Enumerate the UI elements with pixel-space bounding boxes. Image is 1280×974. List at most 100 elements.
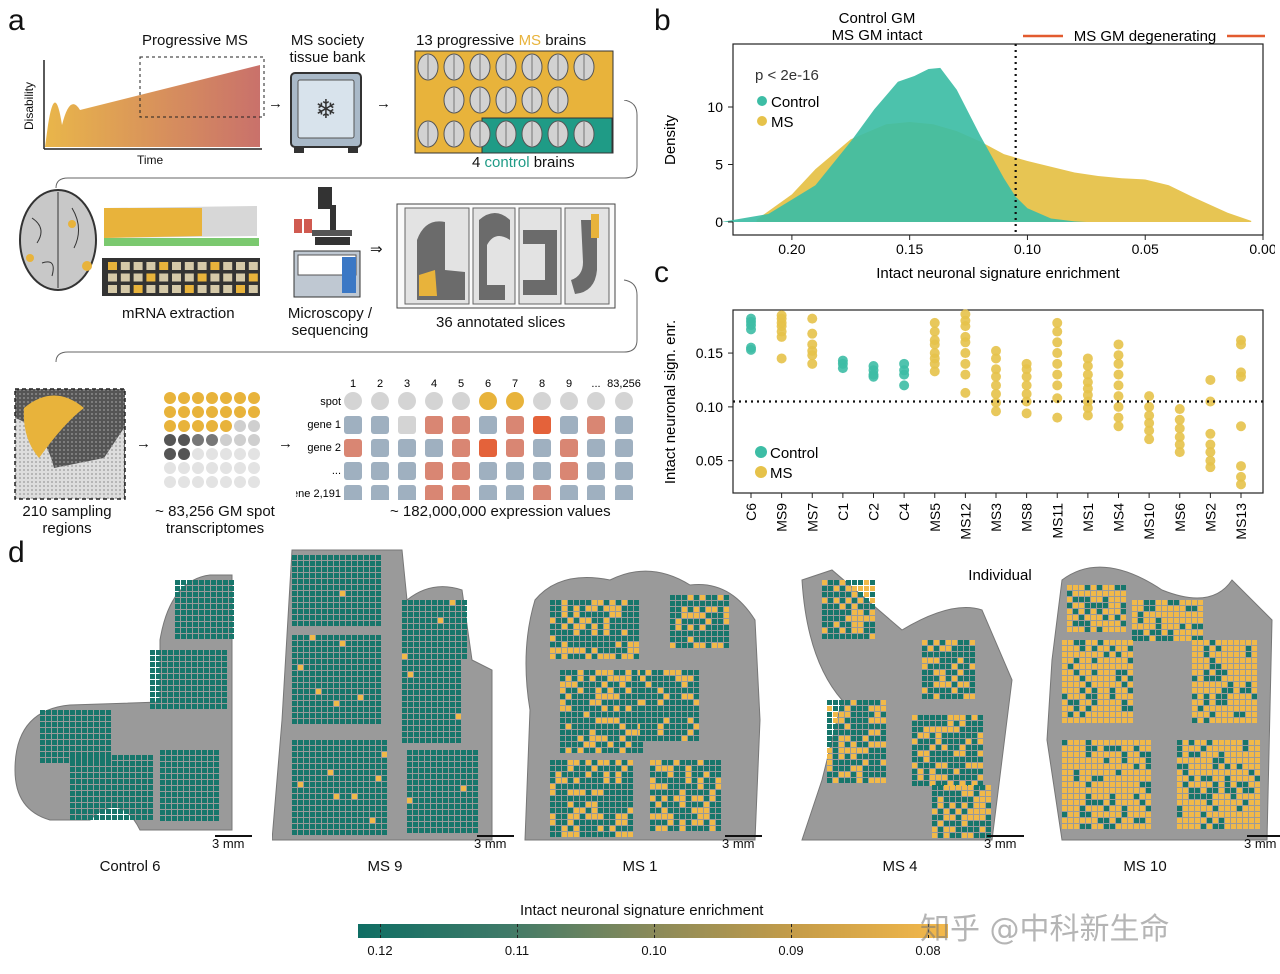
data-point-ms bbox=[929, 317, 940, 328]
data-point-ms bbox=[1082, 369, 1093, 380]
arrow-icon: → bbox=[376, 95, 391, 112]
svg-text:gene 1: gene 1 bbox=[307, 419, 341, 431]
data-point-ms bbox=[1113, 358, 1124, 369]
data-point-ms bbox=[991, 406, 1001, 417]
y-axis-label: Intact neuronal sign. enr. bbox=[662, 320, 679, 484]
y-tick-label: 10 bbox=[707, 99, 723, 115]
scale-bar-label: 3 mm bbox=[212, 836, 245, 851]
data-point-ms bbox=[1113, 350, 1124, 361]
data-point-ms bbox=[1021, 380, 1032, 391]
x-tick-label: MS12 bbox=[957, 503, 973, 540]
colorbar-tick-label: 0.08 bbox=[915, 943, 941, 958]
scale-bar-label: 3 mm bbox=[722, 836, 755, 851]
data-point-ms bbox=[1174, 439, 1185, 450]
data-point-ms bbox=[960, 321, 971, 332]
y-tick-label: 0.15 bbox=[696, 345, 723, 361]
data-point-ms bbox=[1021, 408, 1032, 419]
data-point-ms bbox=[1205, 462, 1216, 473]
data-point-ms bbox=[1205, 396, 1216, 407]
tissue-slice-graphic bbox=[271, 549, 514, 841]
disability-timeline-graphic bbox=[43, 56, 265, 150]
data-point-ms bbox=[1052, 380, 1063, 391]
x-tick-label: 0.00 bbox=[1249, 241, 1275, 257]
svg-text:❄: ❄ bbox=[315, 94, 337, 124]
slice-control: 3 mm bbox=[10, 540, 260, 880]
tissue-slice-graphic bbox=[524, 570, 762, 841]
x-axis-label: Intact neuronal signature enrichment bbox=[876, 265, 1120, 282]
data-point-ms bbox=[807, 328, 818, 339]
tissue-slice-graphic bbox=[14, 574, 252, 837]
panel-label-c: c bbox=[654, 256, 669, 289]
colorbar-tick-label: 0.12 bbox=[367, 943, 393, 958]
brains-title: 13 progressive MS brains bbox=[416, 32, 587, 49]
data-point-ms bbox=[807, 313, 818, 324]
arrow-icon: ⇒ bbox=[370, 241, 383, 258]
panel-a: Disability Time Progressive MS MS societ… bbox=[0, 0, 650, 545]
scale-bar-label: 3 mm bbox=[1244, 836, 1277, 851]
legend-control-label: Control bbox=[771, 94, 819, 111]
x-tick-label: MS8 bbox=[1019, 503, 1035, 532]
panel-label-b: b bbox=[654, 4, 671, 37]
svg-text:5: 5 bbox=[458, 378, 464, 390]
x-tick-label: MS1 bbox=[1080, 503, 1096, 532]
y-tick-label: 0.05 bbox=[696, 453, 723, 469]
data-point-ms bbox=[1113, 401, 1124, 412]
data-point-ms bbox=[1174, 404, 1185, 415]
colorbar-tick-label: 0.10 bbox=[641, 943, 667, 958]
sampling-region-graphic bbox=[14, 388, 126, 500]
data-point-ms bbox=[1205, 447, 1216, 458]
svg-text:7: 7 bbox=[512, 378, 518, 390]
colorbar-tick bbox=[517, 924, 519, 938]
data-point-ms bbox=[1113, 391, 1124, 402]
panel-label-a: a bbox=[8, 4, 25, 37]
data-point-ms bbox=[1113, 339, 1124, 350]
data-point-ms bbox=[1236, 421, 1246, 432]
slice-label: MS 1 bbox=[622, 858, 658, 875]
colorbar-tick bbox=[654, 924, 656, 938]
data-point-ms bbox=[929, 358, 940, 369]
colorbar bbox=[358, 924, 948, 938]
spot-transcriptomes-label: ~ 83,256 GM spot transcriptomes bbox=[155, 503, 275, 537]
data-point-ms bbox=[1082, 402, 1093, 413]
data-point-ms bbox=[1144, 434, 1155, 445]
svg-text:4: 4 bbox=[431, 378, 437, 390]
data-point-ms bbox=[807, 358, 818, 369]
data-point-ms bbox=[1236, 471, 1246, 482]
data-point-ms bbox=[1113, 369, 1124, 380]
data-point-ms bbox=[1082, 410, 1093, 421]
arrow-icon: → bbox=[268, 95, 283, 112]
data-point-ms bbox=[1205, 374, 1216, 385]
data-point-control bbox=[837, 363, 848, 374]
data-point-ms bbox=[1021, 396, 1032, 407]
data-point-ms bbox=[1144, 418, 1155, 429]
data-point-ms bbox=[991, 364, 1001, 375]
density-chart: 0.20 0.15 0.10 0.05 0.00 0 5 10 Control GM MS G… bbox=[662, 10, 1275, 282]
data-point-ms bbox=[929, 326, 940, 337]
data-point-control bbox=[899, 369, 910, 380]
brain-slide-graphic bbox=[19, 189, 260, 296]
data-point-control bbox=[746, 344, 756, 355]
svg-text:6: 6 bbox=[485, 378, 491, 390]
data-point-ms bbox=[1052, 348, 1063, 359]
expression-values-label: ~ 182,000,000 expression values bbox=[390, 503, 611, 520]
scatter-chart: C6 MS9 MS7 C1 C2 C4 MS5 MS12 MS3 MS8 MS11 MS1 MS4 MS1… bbox=[662, 309, 1264, 584]
legend-control-label: Control bbox=[770, 445, 818, 462]
panel-d: 3 mm Control 6 3 mm MS 9 3 mm MS 1 3 mm MS 4 3 m… bbox=[0, 540, 1280, 974]
data-point-ms bbox=[1113, 412, 1124, 423]
panel-label-d: d bbox=[8, 536, 25, 569]
flow-connector-lines bbox=[55, 100, 638, 363]
x-axis-label: Individual bbox=[968, 567, 1031, 584]
progressive-ms-label: Progressive MS bbox=[142, 32, 248, 49]
arrow-icon: → bbox=[278, 435, 293, 452]
data-point-ms bbox=[807, 350, 818, 361]
x-tick-label: MS2 bbox=[1202, 503, 1218, 532]
p-value-label: p < 2e-16 bbox=[755, 67, 819, 84]
svg-text:...: ... bbox=[591, 378, 600, 390]
data-point-ms bbox=[1113, 380, 1124, 391]
scale-bar-label: 3 mm bbox=[474, 836, 507, 851]
data-point-ms bbox=[1082, 360, 1093, 371]
spot-dots-graphic bbox=[164, 392, 260, 488]
density-area-control bbox=[721, 67, 1087, 223]
data-point-ms bbox=[960, 337, 971, 348]
microscopy-label: Microscopy / sequencing bbox=[287, 305, 373, 339]
